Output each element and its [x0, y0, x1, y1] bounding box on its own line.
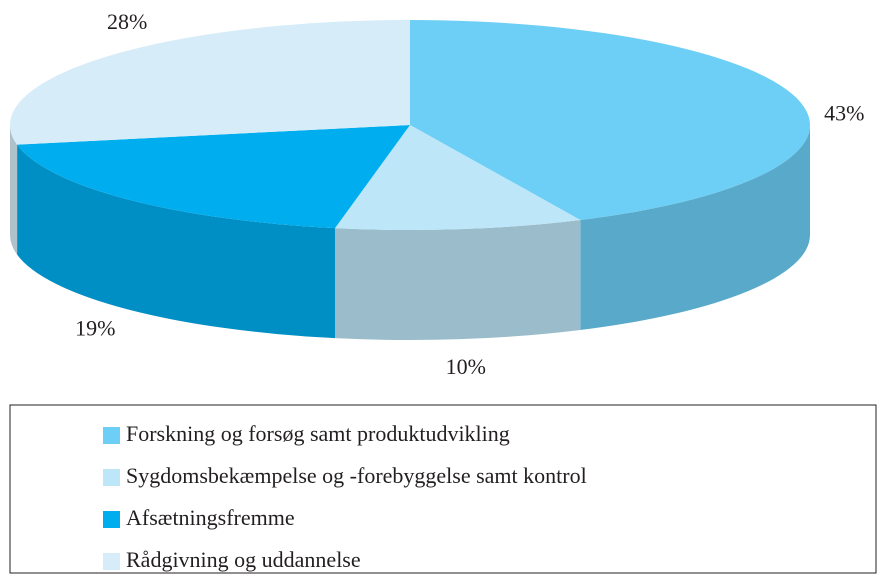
- slice-side: [17, 144, 336, 339]
- data-label: 43%: [824, 101, 864, 126]
- legend-swatch: [103, 511, 120, 528]
- legend-swatch: [103, 427, 120, 444]
- legend-swatch: [103, 469, 120, 486]
- data-label: 28%: [107, 9, 147, 34]
- slice: [17, 125, 410, 229]
- data-label: 19%: [75, 316, 115, 341]
- legend-label: Sygdomsbekæmpelse og -forebyggelse samt …: [126, 463, 587, 488]
- slice: [410, 20, 810, 221]
- slice-side: [335, 220, 581, 340]
- slice-side: [580, 125, 810, 331]
- legend-label: Rådgivning og uddannelse: [126, 547, 361, 572]
- legend-swatch: [103, 553, 120, 570]
- slice: [335, 125, 581, 230]
- legend-label: Forskning og forsøg samt produktudviklin…: [126, 421, 510, 446]
- data-label: 10%: [446, 354, 486, 379]
- slice-side: [10, 125, 18, 255]
- legend-label: Afsætningsfremme: [126, 505, 295, 530]
- legend-box: [9, 404, 877, 574]
- slice: [9, 20, 411, 145]
